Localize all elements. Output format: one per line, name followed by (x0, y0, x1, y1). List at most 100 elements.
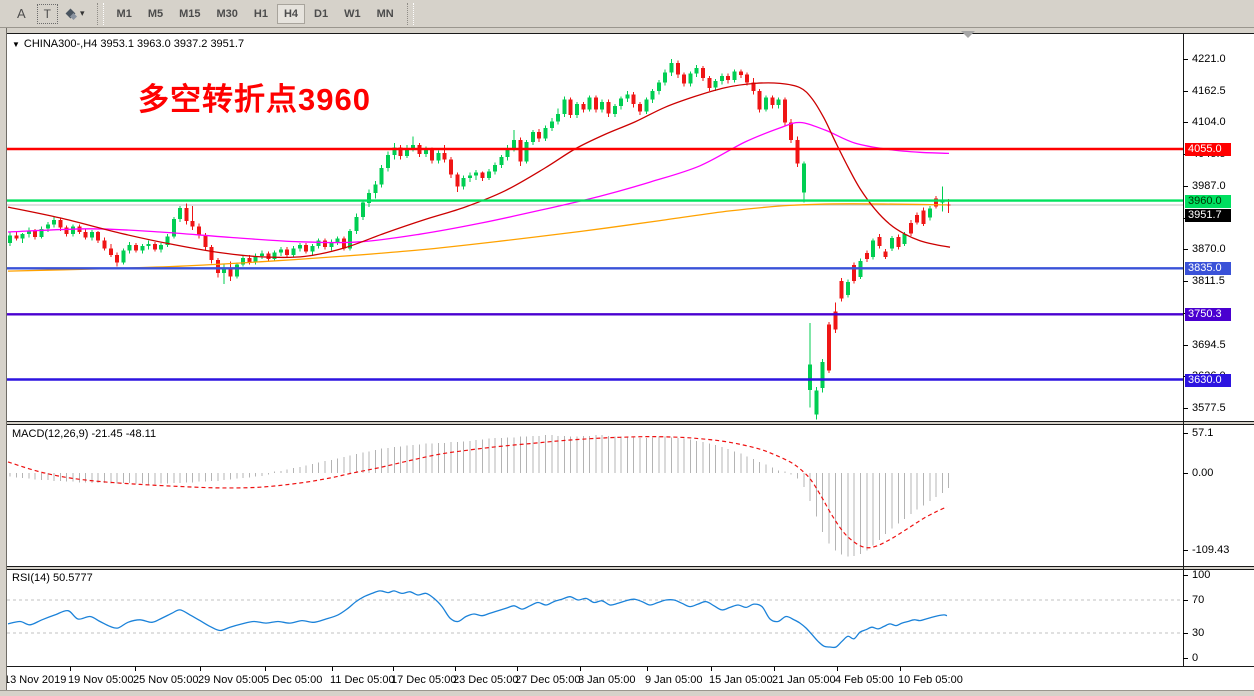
time-tick (70, 667, 71, 671)
time-tick-label: 23 Dec 05:00 (453, 674, 519, 686)
timeframe-bar: M1 M5 M15 M30 H1 H4 D1 W1 MN (109, 3, 402, 24)
candle (757, 91, 762, 110)
macd-label: MACD(12,26,9) -21.45 -48.11 (12, 428, 157, 440)
candle (701, 68, 705, 78)
timeframe-button-m15[interactable]: M15 (172, 4, 207, 24)
chevron-down-icon: ▾ (80, 8, 85, 18)
time-tick (455, 667, 456, 671)
timeframe-button-m30[interactable]: M30 (210, 4, 245, 24)
candle (675, 62, 680, 75)
time-tick (393, 667, 394, 671)
axis-tick-label: 57.1 (1192, 427, 1214, 439)
timeframe-button-d1[interactable]: D1 (307, 4, 335, 24)
text-tool-button[interactable]: T (36, 3, 59, 24)
candle (52, 220, 57, 225)
cycles-dropdown-button[interactable]: ▾ (64, 4, 88, 24)
price-axis-border (1183, 33, 1184, 667)
candle (480, 172, 485, 178)
rsi-line (7, 590, 948, 649)
candle (512, 139, 516, 149)
candle (241, 258, 246, 265)
panel-splitter[interactable] (0, 567, 1254, 569)
time-tick-label: 29 Nov 05:00 (198, 674, 264, 686)
candle (316, 240, 321, 247)
candle (278, 249, 283, 253)
candle (726, 75, 731, 81)
candle (575, 104, 579, 115)
candle (839, 280, 844, 299)
candle (121, 250, 126, 263)
candle (883, 251, 888, 257)
chart-annotation[interactable]: 多空转折点3960 (138, 82, 371, 117)
axis-tick-label: 3870.0 (1192, 243, 1226, 255)
candle (360, 202, 365, 217)
candle (260, 253, 264, 256)
candle (890, 238, 894, 249)
rsi-canvas[interactable] (7, 570, 1183, 666)
price-level-badge: 3750.3 (1185, 308, 1231, 321)
candle (127, 245, 132, 251)
candle (908, 222, 913, 234)
price-level-badge: 3960.0 (1185, 195, 1231, 208)
axis-tick (1183, 600, 1188, 601)
candle (877, 236, 882, 247)
candle (146, 243, 151, 247)
axis-tick (1183, 550, 1188, 551)
candle (335, 238, 340, 242)
axis-tick (1183, 91, 1188, 92)
price-chart-canvas[interactable] (7, 34, 1183, 420)
candle (430, 149, 435, 161)
candle (738, 71, 743, 75)
candle (140, 246, 145, 251)
candle (776, 99, 781, 106)
macd-canvas[interactable] (7, 425, 1183, 566)
panel-splitter[interactable] (0, 422, 1254, 424)
candle (927, 208, 932, 218)
candle (89, 232, 94, 238)
toolbar: A T ▾ M1 M5 M15 M30 H1 H4 D1 W1 MN (0, 0, 1254, 28)
candle (940, 201, 945, 203)
timeframe-button-h1[interactable]: H1 (247, 4, 275, 24)
timeframe-button-m5[interactable]: M5 (141, 4, 170, 24)
candle (247, 258, 252, 263)
axis-tick-label: 3987.0 (1192, 180, 1226, 192)
candle (323, 240, 327, 248)
tool-a-button[interactable]: A (10, 4, 33, 24)
timeframe-button-h4[interactable]: H4 (276, 3, 306, 24)
candle (568, 99, 573, 115)
candle (915, 215, 920, 223)
candle (782, 99, 787, 123)
window-bottom-edge (0, 690, 1254, 696)
candle (404, 148, 409, 157)
candle (946, 204, 951, 206)
time-tick-label: 21 Jan 05:00 (772, 674, 836, 686)
candle (184, 208, 189, 222)
candle (505, 148, 510, 158)
axis-tick-label: 30 (1192, 627, 1205, 639)
timeframe-button-mn[interactable]: MN (370, 4, 401, 24)
toolbar-grip[interactable] (96, 2, 104, 25)
candle (770, 97, 775, 106)
rsi-panel[interactable] (7, 569, 1254, 667)
price-level-badge: 3951.7 (1185, 209, 1231, 222)
time-tick-label: 9 Jan 05:00 (645, 674, 703, 686)
time-tick-label: 15 Jan 05:00 (709, 674, 773, 686)
candle (789, 122, 794, 140)
toolbar-grip[interactable] (406, 2, 414, 25)
price-axis[interactable]: 4221.04162.54104.04045.53987.03928.53870… (1183, 33, 1254, 667)
main-chart-panel[interactable] (7, 33, 1254, 422)
time-tick-label: 5 Dec 05:00 (263, 674, 323, 686)
time-tick (265, 667, 266, 671)
macd-panel[interactable] (7, 424, 1254, 567)
candle (171, 219, 176, 237)
candle (518, 139, 523, 162)
axis-tick-label: 4221.0 (1192, 53, 1226, 65)
timeframe-button-m1[interactable]: M1 (110, 4, 139, 24)
timeframe-button-w1[interactable]: W1 (337, 4, 368, 24)
time-axis[interactable]: 13 Nov 2019 19 Nov 05:00 25 Nov 05:00 29 No… (0, 667, 1254, 690)
candle (795, 139, 800, 164)
candle (102, 240, 107, 249)
candle (801, 163, 806, 193)
candle (587, 97, 592, 110)
candle (71, 226, 75, 235)
